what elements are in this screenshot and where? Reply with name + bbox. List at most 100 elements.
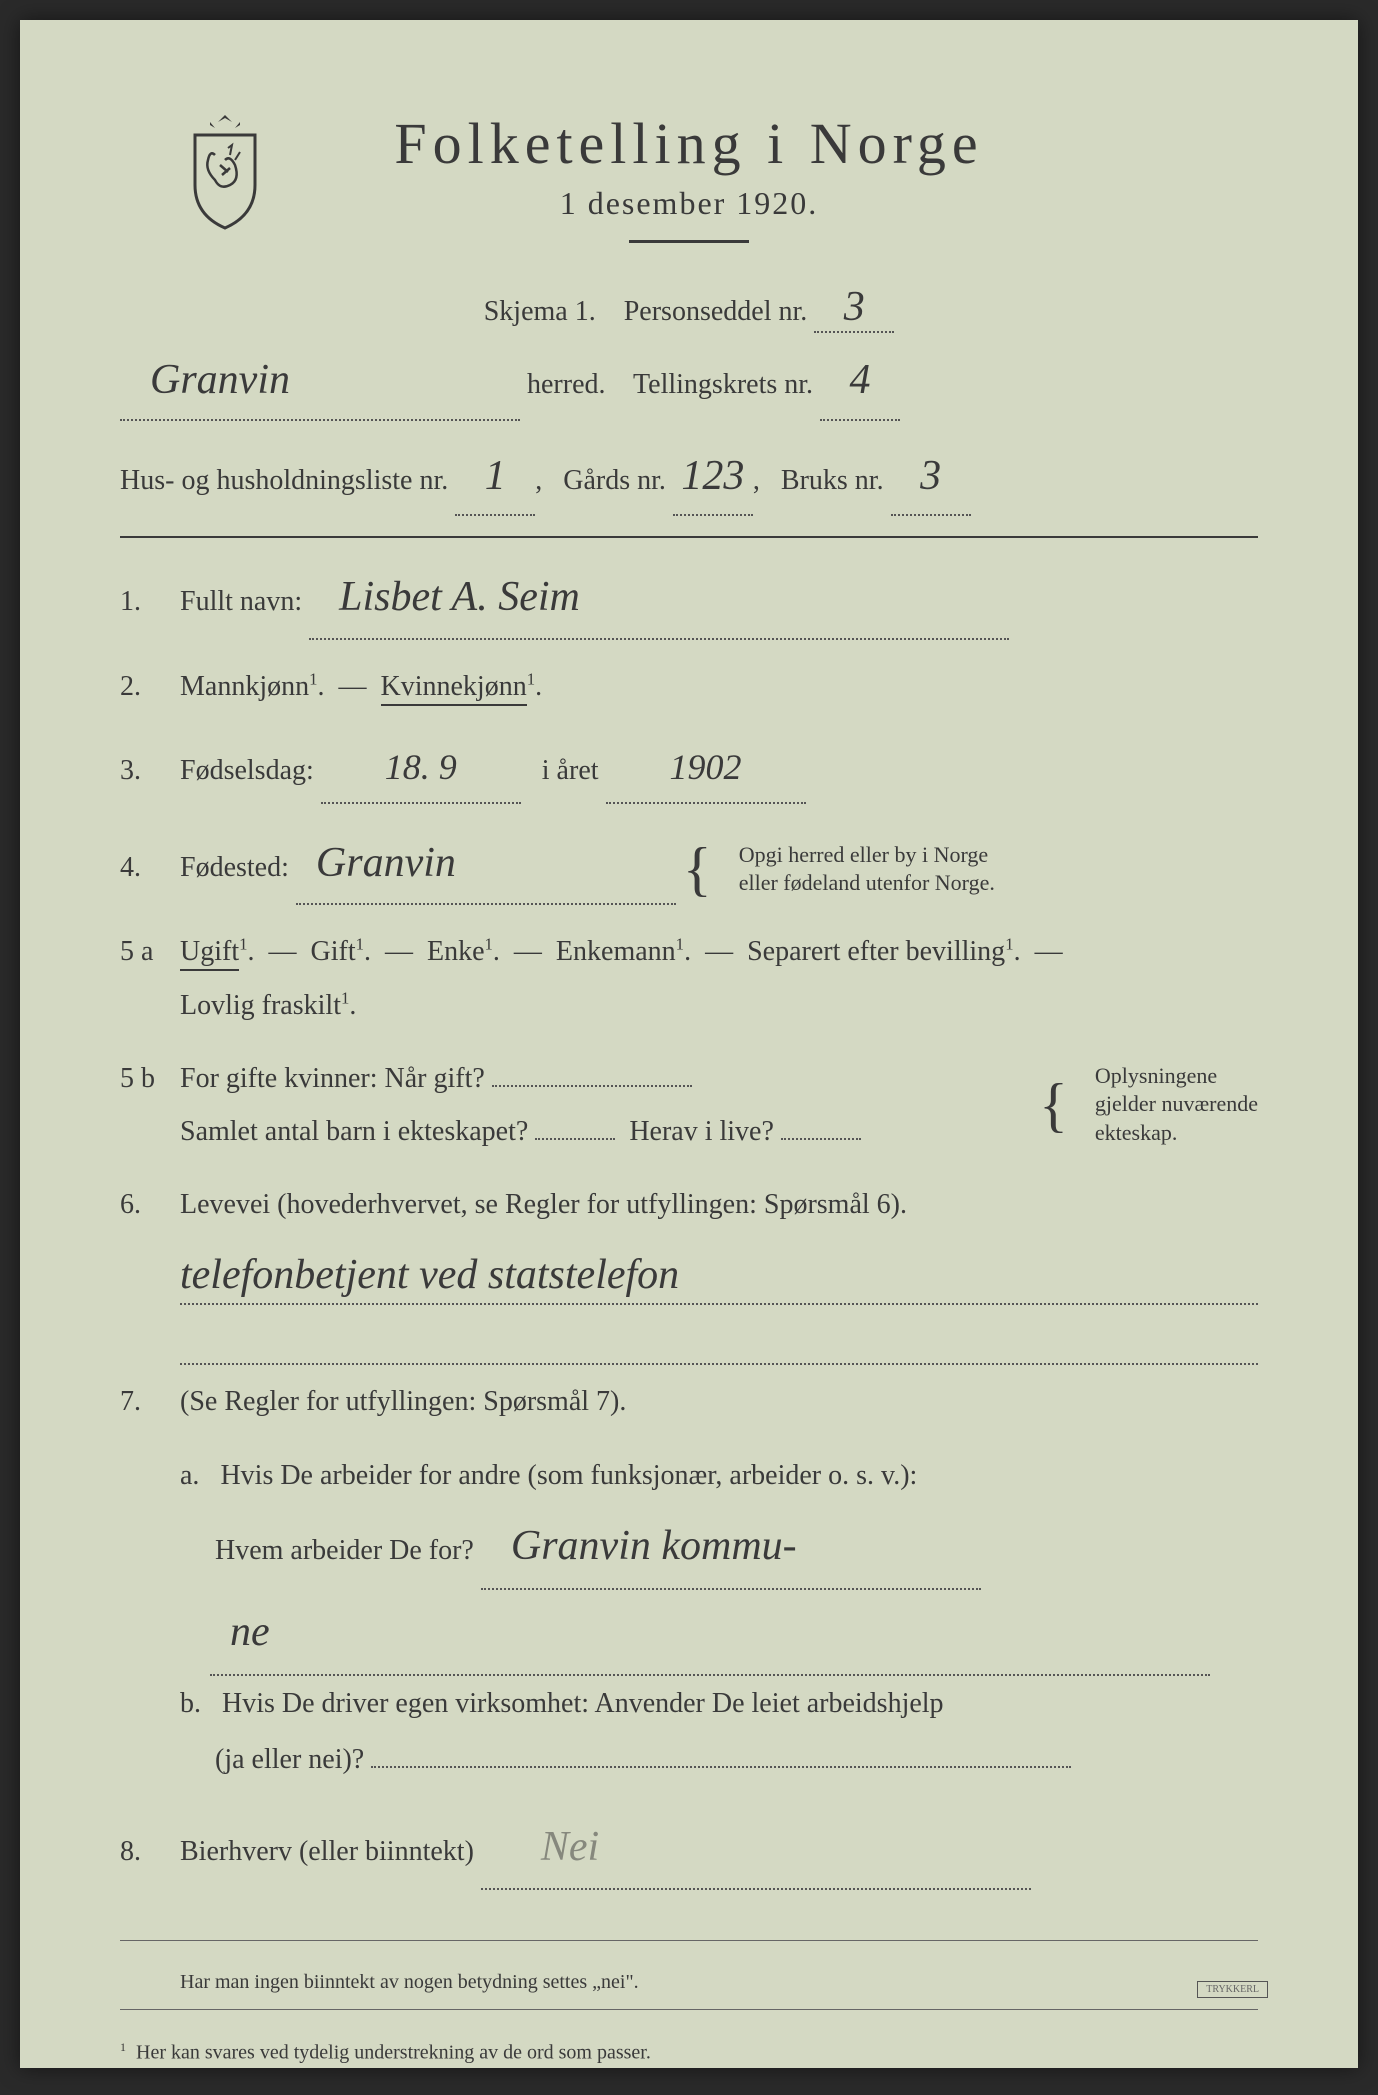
q5a-ugift: Ugift: [180, 936, 239, 971]
husliste-label: Hus- og husholdningsliste nr.: [120, 465, 448, 496]
q3-year-field: 1902: [606, 733, 806, 803]
q4-label: Fødested:: [180, 852, 289, 883]
q5a-separert: Separert efter bevilling: [747, 936, 1005, 967]
q5b-field3: [781, 1138, 861, 1140]
q6-label: Levevei (hovederhvervet, se Regler for u…: [180, 1189, 907, 1220]
q6-answer-line: telefonbetjent ved statstelefon: [180, 1251, 1258, 1305]
q5a-enkemann: Enkemann: [556, 936, 676, 967]
q3-daymonth: 18. 9: [385, 733, 457, 801]
q3-year-label: i året: [542, 755, 599, 786]
q5b-field2: [535, 1138, 615, 1140]
q7b-field: [371, 1766, 1071, 1768]
q5a: 5 a Ugift1. — Gift1. — Enke1. — Enkemann…: [120, 925, 1258, 1031]
q4: 4. Fødested: Granvin { Opgi herred eller…: [120, 824, 1258, 906]
herred-field: Granvin: [120, 343, 520, 421]
q7a-text1: Hvis De arbeider for andre (som funksjon…: [220, 1460, 917, 1491]
q6: 6. Levevei (hovederhvervet, se Regler fo…: [120, 1178, 1258, 1231]
title-rule: [629, 240, 749, 243]
q8-value: Nei: [541, 1808, 599, 1888]
q4-num: 4.: [120, 852, 180, 884]
q2-female: Kvinnekjønn: [381, 671, 527, 706]
subtitle: 1 desember 1920.: [394, 185, 983, 222]
q8-body: Bierhverv (eller biinntekt) Nei: [180, 1808, 1258, 1890]
divider-3: [120, 2009, 1258, 2010]
husliste-line: Hus- og husholdningsliste nr. 1, Gårds n…: [120, 439, 1258, 517]
q8-field: Nei: [481, 1808, 1031, 1890]
divider-2: [120, 1940, 1258, 1941]
tellingskrets-label: Tellingskrets nr.: [633, 369, 813, 400]
q3-body: Fødselsdag: 18. 9 i året 1902: [180, 733, 1258, 803]
q3-year: 1902: [670, 733, 742, 801]
title-block: Folketelling i Norge 1 desember 1920.: [394, 110, 983, 273]
q7a-field2: ne: [210, 1590, 1210, 1676]
tellingskrets-field: 4: [820, 343, 900, 421]
q6-answer-line2: [180, 1315, 1258, 1365]
q6-body: Levevei (hovederhvervet, se Regler for u…: [180, 1178, 1258, 1231]
q5a-fraskilt: Lovlig fraskilt: [180, 990, 341, 1021]
divider-1: [120, 536, 1258, 538]
q1-value: Lisbet A. Seim: [339, 558, 580, 638]
q5a-body: Ugift1. — Gift1. — Enke1. — Enkemann1. —…: [180, 925, 1258, 1031]
q8-label: Bierhverv (eller biinntekt): [180, 1836, 474, 1867]
q8-num: 8.: [120, 1836, 180, 1868]
q6-value: telefonbetjent ved statstelefon: [180, 1251, 679, 1299]
q5b-field1: [492, 1085, 692, 1087]
q1-label: Fullt navn:: [180, 586, 302, 617]
q1-field: Lisbet A. Seim: [309, 558, 1009, 640]
q5b-label2: Samlet antal barn i ekteskapet?: [180, 1116, 528, 1147]
q7b-text1: Hvis De driver egen virksomhet: Anvender…: [222, 1688, 944, 1719]
gards-nr: 123: [681, 439, 744, 515]
q7: 7. (Se Regler for utfyllingen: Spørsmål …: [120, 1375, 1258, 1428]
q5b-label1: For gifte kvinner: Når gift?: [180, 1063, 485, 1094]
bruks-label: Bruks nr.: [781, 465, 884, 496]
census-form-page: Folketelling i Norge 1 desember 1920. Sk…: [20, 20, 1358, 2068]
husliste-field: 1: [455, 439, 535, 517]
main-title: Folketelling i Norge: [394, 110, 983, 177]
footer-note-2: 1 Her kan svares ved tydelig understrekn…: [120, 2040, 1258, 2065]
personseddel-label: Personseddel nr.: [624, 296, 808, 327]
herred-label: herred.: [527, 369, 606, 400]
skjema-line: Skjema 1. Personseddel nr. 3: [120, 283, 1258, 333]
skjema-label: Skjema 1.: [484, 296, 596, 327]
q6-num: 6.: [120, 1189, 180, 1221]
bruks-nr: 3: [920, 439, 941, 515]
q4-note: Opgi herred eller by i Norge eller fødel…: [739, 841, 995, 898]
husliste-nr: 1: [485, 439, 506, 515]
q5a-num: 5 a: [120, 936, 180, 968]
q1: 1. Fullt navn: Lisbet A. Seim: [120, 558, 1258, 640]
q4-body: Fødested: Granvin { Opgi herred eller by…: [180, 824, 1258, 906]
q2: 2. Mannkjønn1. — Kvinnekjønn1.: [120, 660, 1258, 713]
q7a-value2: ne: [230, 1590, 270, 1674]
q2-male: Mannkjønn: [180, 671, 309, 702]
q5b-num: 5 b: [120, 1063, 180, 1095]
herred-value: Granvin: [150, 343, 290, 419]
q1-body: Fullt navn: Lisbet A. Seim: [180, 558, 1258, 640]
q7a-text2: Hvem arbeider De for?: [215, 1535, 474, 1566]
q7a: a. Hvis De arbeider for andre (som funks…: [180, 1448, 1258, 1676]
q3-daymonth-field: 18. 9: [321, 733, 521, 803]
personseddel-nr-field: 3: [814, 283, 894, 333]
q5b-sidenote: { Oplysningene gjelder nuværende ekteska…: [1039, 1062, 1258, 1148]
brace-icon: {: [1039, 1081, 1068, 1129]
q8: 8. Bierhverv (eller biinntekt) Nei: [120, 1808, 1258, 1890]
header: Folketelling i Norge 1 desember 1920.: [120, 110, 1258, 273]
q5b: 5 b For gifte kvinner: Når gift? { Oplys…: [120, 1052, 1258, 1158]
q5a-gift: Gift: [311, 936, 356, 967]
bruks-field: 3: [891, 439, 971, 517]
personseddel-nr: 3: [844, 283, 865, 331]
q3-label: Fødselsdag:: [180, 755, 314, 786]
q4-value: Granvin: [316, 824, 456, 904]
q2-body: Mannkjønn1. — Kvinnekjønn1.: [180, 660, 1258, 713]
q7a-value: Granvin kommu-: [511, 1504, 797, 1588]
herred-line: Granvin herred. Tellingskrets nr. 4: [120, 343, 1258, 421]
gards-label: Gårds nr.: [563, 465, 666, 496]
q7-num: 7.: [120, 1386, 180, 1418]
q1-num: 1.: [120, 586, 180, 618]
q7a-label: a.: [180, 1460, 199, 1491]
printer-stamp: TRYKKERL: [1197, 1981, 1268, 1998]
q7b-label: b.: [180, 1688, 201, 1719]
q2-num: 2.: [120, 671, 180, 703]
q7a-field: Granvin kommu-: [481, 1504, 981, 1590]
tellingskrets-nr: 4: [850, 343, 871, 419]
q4-field: Granvin: [296, 824, 676, 906]
